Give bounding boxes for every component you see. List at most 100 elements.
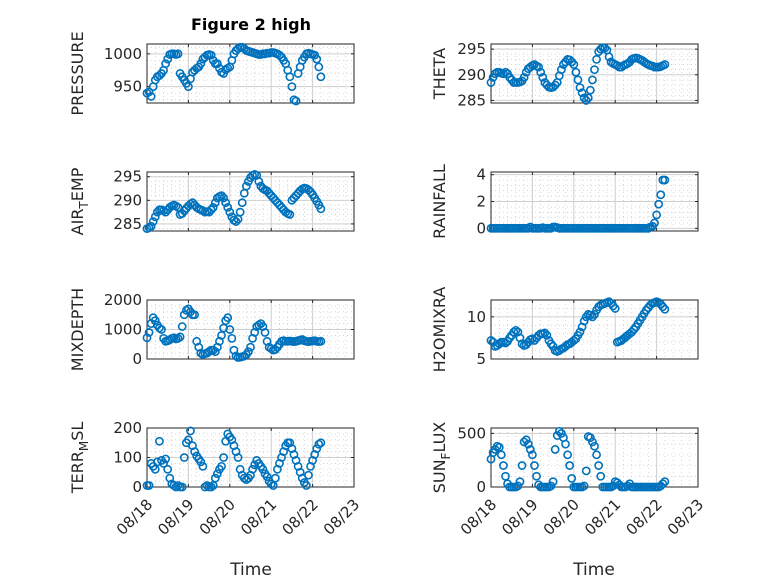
x-tick-label: 08/23 [664, 495, 707, 538]
y-axis-label-main: THETA [430, 48, 449, 100]
y-axis-label-main: RAINFALL [430, 164, 449, 239]
data-point [316, 72, 326, 82]
data-point [596, 44, 606, 54]
x-tick-label: 08/19 [154, 495, 197, 538]
data-point [610, 304, 620, 313]
y-tick-label: 2000 [104, 291, 142, 309]
y-tick-label: 0 [132, 350, 142, 368]
y-tick-label: 295 [113, 168, 142, 186]
x-tick-label: 08/20 [196, 495, 239, 538]
data-point [217, 191, 226, 200]
data-point [509, 327, 519, 337]
data-point [585, 310, 595, 320]
data-point [594, 461, 604, 470]
subplot-2: 285 290 295 THETA [430, 40, 699, 109]
data-point [146, 92, 156, 101]
data-point [592, 450, 601, 460]
data-point [565, 461, 575, 470]
data-point [208, 202, 218, 212]
y-tick-label: 5 [476, 350, 486, 368]
data-point [165, 335, 175, 345]
y-tick-label: 1000 [104, 321, 142, 339]
data-point [583, 93, 593, 103]
data-point [254, 320, 264, 330]
data-point [660, 477, 670, 487]
data-point [223, 313, 233, 323]
data-point [183, 82, 193, 92]
data-point [519, 72, 529, 82]
data-point [235, 207, 245, 217]
data-point [179, 453, 189, 462]
data-point [246, 342, 255, 352]
y-tick-label: 0 [476, 219, 486, 237]
data-point [206, 50, 216, 60]
data-point [550, 445, 560, 454]
y-tick-label: 950 [113, 78, 142, 96]
y-axis-label-subscript: M [77, 441, 91, 451]
data-point [523, 439, 533, 449]
data-point [258, 464, 268, 474]
data-point [600, 43, 610, 53]
y-tick-label: 285 [113, 215, 142, 233]
data-point [196, 457, 206, 467]
y-tick-label: 290 [457, 66, 486, 84]
data-point [146, 221, 156, 231]
y-axis-label: THETA [430, 48, 449, 100]
y-axis-label: MIXDEPTH [68, 288, 87, 371]
subplot-6: 5 10 H2OMIXRA [430, 287, 699, 372]
data-point [658, 479, 668, 489]
data-point [316, 336, 326, 346]
subplot-1: 950 1000 PRESSURE [68, 31, 355, 116]
data-point [563, 450, 572, 460]
data-point [202, 481, 212, 490]
x-axis-label-right: Time [572, 560, 615, 580]
data-point [525, 445, 535, 454]
data-point [210, 198, 220, 208]
data-point [161, 454, 171, 464]
data-point [206, 482, 216, 492]
y-tick-label: 295 [457, 40, 486, 58]
data-point [173, 49, 183, 59]
data-point [554, 426, 564, 436]
data-point [623, 481, 633, 491]
x-tick-label: 08/18 [113, 495, 156, 538]
data-point [316, 438, 326, 448]
data-point [285, 210, 295, 219]
y-axis-label-subscript: F [439, 452, 453, 459]
data-point [494, 339, 504, 349]
y-tick-label: 1000 [104, 45, 142, 63]
axes-box [146, 43, 355, 104]
data-point [204, 347, 214, 357]
x-tick-label: 08/19 [498, 495, 541, 538]
data-point [513, 481, 523, 491]
y-axis-label-main: SUN [430, 459, 449, 493]
data-point [287, 82, 297, 92]
data-point [212, 59, 222, 69]
y-axis-label: PRESSURE [68, 31, 87, 115]
data-point [561, 439, 570, 449]
y-tick-label: 4 [476, 166, 486, 184]
data-point [486, 336, 496, 345]
data-point [206, 205, 216, 215]
data-point [177, 482, 187, 492]
data-point [177, 322, 187, 331]
data-point [233, 453, 243, 462]
data-point [171, 482, 181, 492]
axes-box [490, 299, 699, 360]
data-point [142, 333, 152, 343]
data-point [528, 450, 537, 460]
data-point [588, 75, 597, 85]
data-point [486, 78, 496, 87]
data-point [588, 437, 597, 447]
subplot-3: 285 290 295 AIRTEMP [68, 167, 355, 235]
y-axis-label: RAINFALL [430, 164, 449, 239]
data-point [567, 474, 577, 483]
data-point [144, 328, 154, 337]
data-point [200, 482, 210, 492]
data-point [196, 59, 206, 69]
data-point [275, 50, 284, 60]
data-point [198, 461, 208, 471]
y-axis-label: TERRMSL [68, 422, 91, 495]
x-tick-label: 08/21 [237, 495, 280, 538]
data-point [175, 332, 185, 342]
